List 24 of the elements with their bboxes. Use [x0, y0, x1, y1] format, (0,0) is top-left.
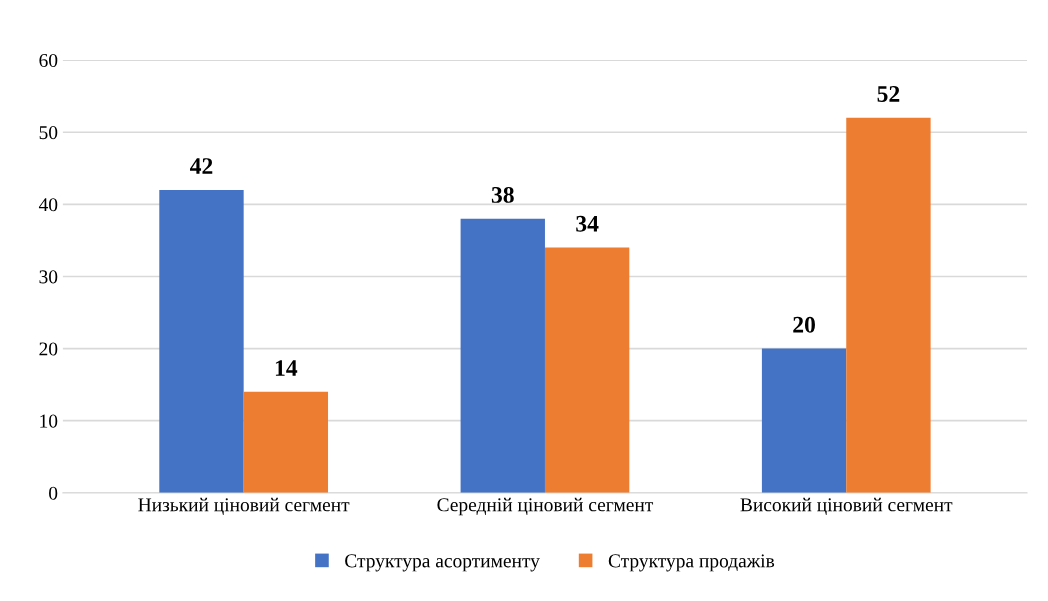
bar [544, 247, 630, 493]
y-tick-label: 50 [39, 126, 58, 140]
data-label: 52 [877, 86, 900, 102]
x-tick-label: Середній ціновий сегмент [437, 497, 654, 516]
data-label: 42 [190, 158, 213, 174]
bar [243, 391, 329, 493]
x-tick-label: Низький ціновий сегмент [138, 497, 350, 515]
legend-label: Структура асортименту [345, 554, 540, 572]
x-tick-label: Високий ціновий сегмент [740, 497, 953, 515]
y-tick-label: 20 [39, 342, 58, 356]
y-tick-label: 30 [39, 270, 58, 284]
bar [460, 218, 545, 493]
bar [159, 189, 244, 493]
y-tick-label: 60 [39, 53, 58, 68]
y-tick-label: 10 [40, 414, 58, 428]
bar [761, 348, 847, 493]
bar [846, 117, 931, 493]
legend-label: Структура продажів [608, 554, 775, 572]
data-label: 14 [275, 360, 298, 376]
data-label: 20 [793, 316, 815, 333]
y-tick-label: 40 [38, 198, 58, 212]
data-label: 38 [491, 186, 514, 203]
y-tick-label: 0 [49, 486, 58, 500]
data-label: 34 [576, 215, 599, 232]
